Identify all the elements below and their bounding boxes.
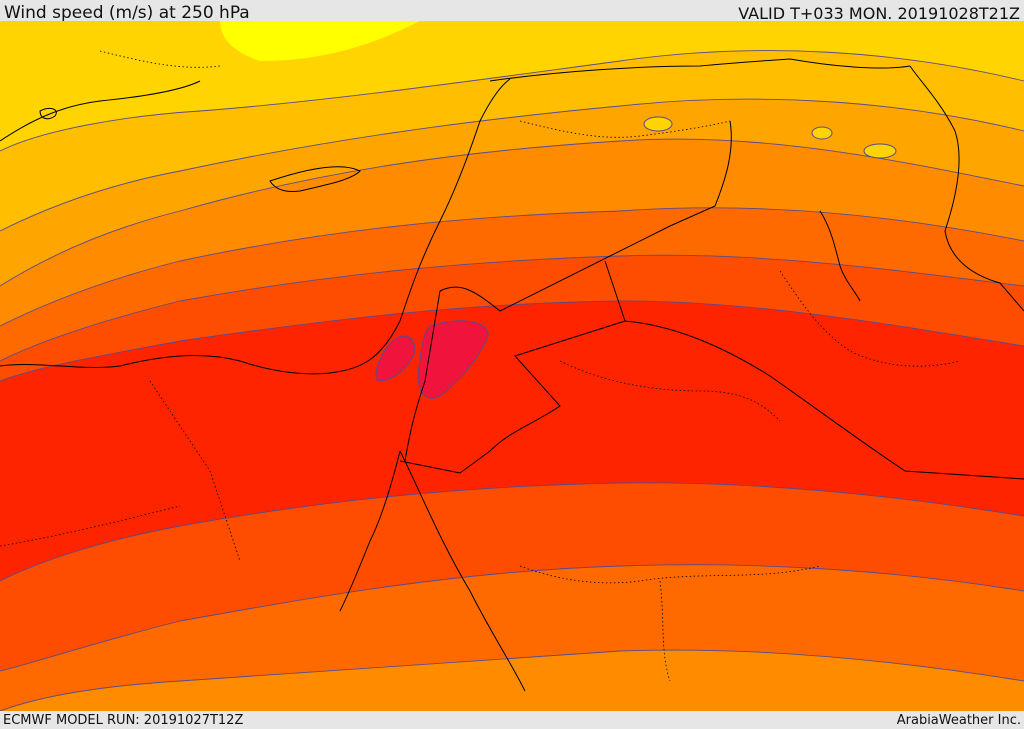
wind-band-2 [0,50,1024,231]
admin-boundaries [0,50,961,682]
wind-speed-map [0,21,1024,711]
local-maximum-patch [863,143,897,159]
header-bar: Wind speed (m/s) at 250 hPa VALID T+033 … [0,0,1024,23]
wind-band-6-south [0,482,1024,671]
wind-band-7 [0,301,1024,581]
local-maximum-patch [811,126,833,140]
wind-band-5-south [0,564,1024,711]
country-borders [399,58,1024,480]
jet-core-patch [417,320,489,399]
jet-core-patch-west [375,335,416,382]
coastlines [0,78,861,692]
wind-band-4 [0,139,1024,326]
wind-band-3 [0,99,1024,286]
map-title: Wind speed (m/s) at 250 hPa [4,3,250,23]
valid-time: VALID T+033 MON. 20191028T21Z [738,4,1020,23]
model-run-label: ECMWF MODEL RUN: 20191027T12Z [3,713,244,728]
credit-label: ArabiaWeather Inc. [896,713,1021,728]
wind-band-yellow-core [220,21,420,61]
wind-band-6 [0,255,1024,381]
map-canvas [0,21,1024,711]
local-maximum-patch [643,116,673,132]
footer-bar [0,711,1024,729]
wind-band-5 [0,207,1024,361]
